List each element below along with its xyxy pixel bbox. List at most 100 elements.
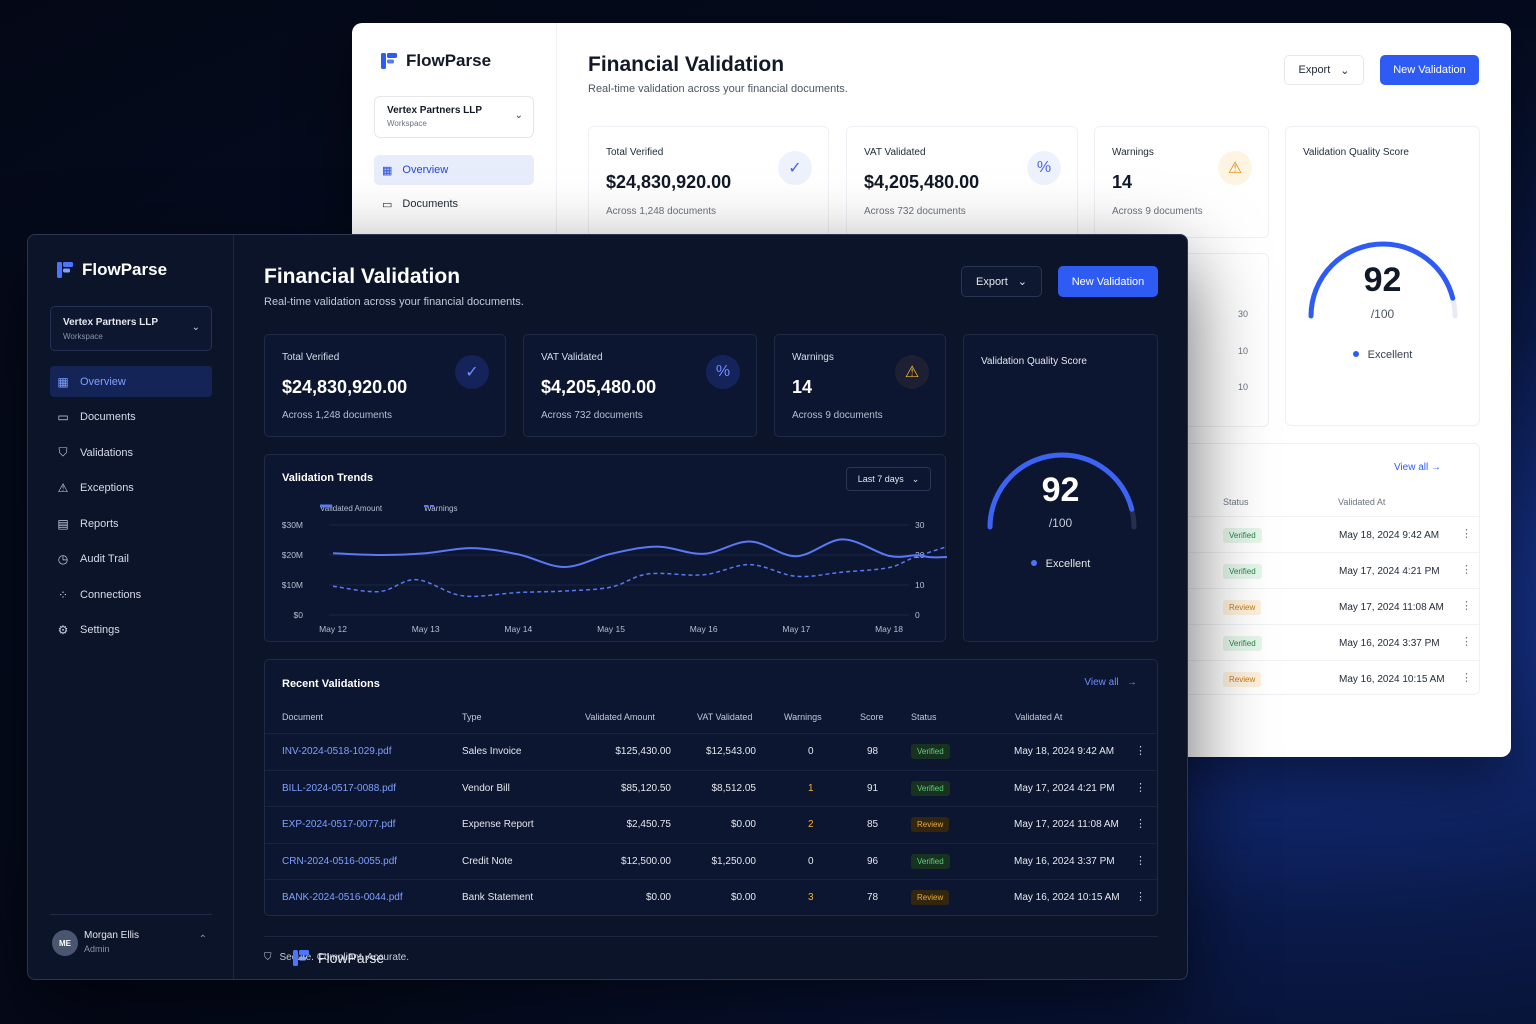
column-header-validated-at: Validated At xyxy=(1015,712,1063,722)
more-options-icon[interactable]: ⋮ xyxy=(1461,600,1472,612)
kpi-title: Warnings xyxy=(1112,147,1154,158)
more-options-icon[interactable]: ⋮ xyxy=(1135,891,1146,903)
grid-icon: ▦ xyxy=(382,164,393,177)
kpi-detail: Across 1,248 documents xyxy=(282,410,393,421)
cell-doc[interactable]: CRN-2024-0516-0055.pdf xyxy=(282,855,398,867)
sidebar-item-documents[interactable]: ▭ Documents xyxy=(50,402,212,433)
document-icon: ▭ xyxy=(382,198,393,211)
kpi-value: 14 xyxy=(792,377,813,397)
cell-vat: $0.00 xyxy=(730,892,756,903)
new-validation-button[interactable]: New Validation xyxy=(1058,266,1158,297)
new-validation-button[interactable]: New Validation xyxy=(1380,55,1479,85)
more-options-icon[interactable]: ⋮ xyxy=(1135,854,1146,867)
export-button[interactable]: Export ⌄ xyxy=(961,266,1042,297)
y-tick-left: $30M xyxy=(282,520,303,530)
status-badge: Review xyxy=(1223,672,1262,687)
validation-trends-card: Validation Trends Last 7 days ⌄ Validated… xyxy=(264,454,947,642)
chevron-down-icon: ⌄ xyxy=(911,473,920,484)
warning-icon: ⚠ xyxy=(1218,151,1252,185)
status-badge: Verified xyxy=(911,744,950,759)
cell-doc[interactable]: EXP-2024-0517-0077.pdf xyxy=(282,819,396,830)
report-icon: ▤ xyxy=(57,516,69,531)
sidebar-nav: ▦ Overview ▭ Documents xyxy=(374,155,534,223)
cell-type: Bank Statement xyxy=(462,892,534,903)
column-header-amount: Validated Amount xyxy=(585,712,655,722)
legend-label: Warnings xyxy=(424,504,458,513)
dark-window: FlowParse Vertex Partners LLP Workspace … xyxy=(27,234,1188,980)
sidebar-item-settings[interactable]: ⚙ Settings xyxy=(50,615,212,646)
more-options-icon[interactable]: ⋮ xyxy=(1461,528,1472,540)
x-tick: May 17 xyxy=(782,624,810,634)
view-all-link[interactable]: View all → xyxy=(1084,677,1137,688)
more-options-icon[interactable]: ⋮ xyxy=(1135,818,1146,830)
workspace-selector[interactable]: Vertex Partners LLP Workspace ⌄ xyxy=(50,306,212,351)
cell-doc[interactable]: BILL-2024-0517-0088.pdf xyxy=(282,782,396,794)
cell-type: Vendor Bill xyxy=(462,782,510,794)
kpi-title: VAT Validated xyxy=(864,147,926,158)
cell-doc[interactable]: BANK-2024-0516-0044.pdf xyxy=(282,892,403,903)
cell-type: Credit Note xyxy=(462,855,513,867)
x-tick: May 16 xyxy=(690,624,718,634)
kpi-title: VAT Validated xyxy=(541,352,603,363)
sidebar-item-validations[interactable]: ⛉ Validations xyxy=(50,437,212,468)
table-row[interactable]: CRN-2024-0516-0055.pdf Credit Note $12,500… xyxy=(265,842,1157,880)
brand-logo[interactable]: FlowParse xyxy=(56,260,167,280)
user-profile[interactable]: ME Morgan Ellis Admin ⌃ xyxy=(50,914,212,966)
axis-tick: 10 xyxy=(1237,346,1248,356)
sidebar-item-label: Documents xyxy=(402,198,459,210)
arrow-right-icon: → xyxy=(1431,462,1441,473)
table-row[interactable]: INV-2024-0518-1029.pdf Sales Invoice $125,… xyxy=(265,733,1157,770)
more-options-icon[interactable]: ⋮ xyxy=(1461,636,1472,648)
cell-at: May 17, 2024 11:08 AM xyxy=(1014,819,1119,830)
sidebar-item-connections[interactable]: ⁘ Connections xyxy=(50,579,212,610)
cell-validated-at: May 18, 2024 9:42 AM xyxy=(1339,530,1440,541)
kpi-title: Total Verified xyxy=(282,352,340,363)
document-icon: ▭ xyxy=(57,410,69,424)
sidebar-item-label: Overview xyxy=(402,164,449,176)
cell-warnings: 0 xyxy=(808,746,814,757)
y-tick-left: $10M xyxy=(282,580,303,590)
percent-icon: % xyxy=(1027,151,1061,185)
more-options-icon[interactable]: ⋮ xyxy=(1461,672,1472,684)
quality-title: Validation Quality Score xyxy=(1303,147,1409,158)
brand-logo[interactable]: FlowParse xyxy=(380,51,491,71)
more-options-icon[interactable]: ⋮ xyxy=(1461,564,1472,576)
more-options-icon[interactable]: ⋮ xyxy=(1135,781,1146,794)
view-all-link[interactable]: View all → xyxy=(1394,462,1441,473)
sidebar: FlowParse Vertex Partners LLP Workspace … xyxy=(28,235,234,979)
quality-max: /100 xyxy=(1048,516,1073,530)
cell-at: May 16, 2024 3:37 PM xyxy=(1014,855,1115,867)
kpi-card-warnings: Warnings 14 Across 9 documents ⚠ xyxy=(774,334,946,437)
recent-title: Recent Validations xyxy=(282,678,380,690)
cell-warnings: 2 xyxy=(808,819,814,830)
sidebar-item-reports[interactable]: ▤ Reports xyxy=(50,508,212,539)
series-line-warnings xyxy=(332,545,947,598)
export-button[interactable]: Export ⌄ xyxy=(1284,55,1364,85)
quality-score-card: Validation Quality Score 92 /100 Excelle… xyxy=(963,334,1158,642)
more-options-icon[interactable]: ⋮ xyxy=(1135,745,1146,757)
range-label: Last 7 days xyxy=(857,474,904,484)
sidebar-item-exceptions[interactable]: ⚠ Exceptions xyxy=(50,473,212,504)
sidebar-item-audit-trail[interactable]: ◷ Audit Trail xyxy=(50,544,212,575)
status-badge: Verified xyxy=(1223,528,1262,543)
cell-warnings: 1 xyxy=(808,782,814,794)
connections-icon: ⁘ xyxy=(57,587,69,602)
kpi-detail: Across 732 documents xyxy=(541,410,643,421)
column-header-document: Document xyxy=(282,712,324,722)
cell-doc[interactable]: INV-2024-0518-1029.pdf xyxy=(282,746,392,757)
sidebar-item-overview[interactable]: ▦ Overview xyxy=(50,366,212,397)
sidebar-item-documents[interactable]: ▭ Documents xyxy=(374,189,534,219)
sidebar-item-overview[interactable]: ▦ Overview xyxy=(374,155,534,185)
kpi-detail: Across 9 documents xyxy=(792,410,883,421)
footer-brand: FlowParse xyxy=(292,949,1156,967)
cell-amount: $12,500.00 xyxy=(620,855,671,867)
x-tick: May 14 xyxy=(504,624,532,634)
range-select[interactable]: Last 7 days ⌄ xyxy=(846,467,931,491)
export-label: Export xyxy=(975,275,1008,288)
workspace-selector[interactable]: Vertex Partners LLP Workspace ⌄ xyxy=(374,96,534,138)
status-badge: Verified xyxy=(1223,636,1262,651)
table-row[interactable]: EXP-2024-0517-0077.pdf Expense Report $2,4… xyxy=(265,806,1157,843)
table-row[interactable]: BANK-2024-0516-0044.pdf Bank Statement $0.… xyxy=(265,879,1157,916)
recent-validations-card: Recent Validations View all → Document T… xyxy=(264,659,1158,916)
table-row[interactable]: BILL-2024-0517-0088.pdf Vendor Bill $85,12… xyxy=(265,769,1157,807)
